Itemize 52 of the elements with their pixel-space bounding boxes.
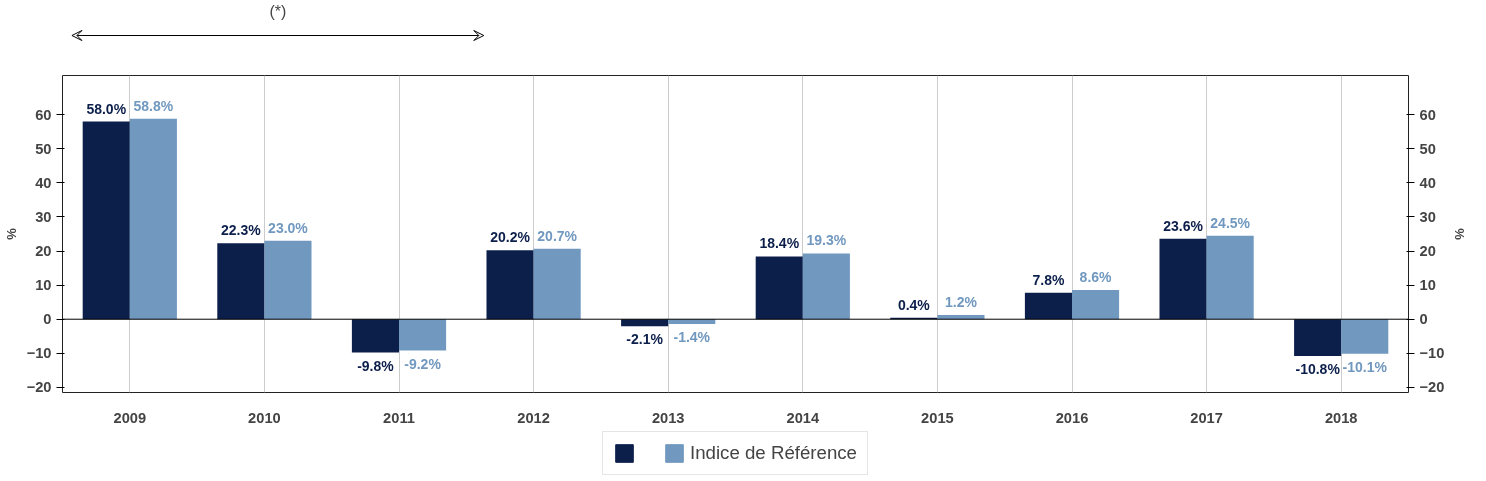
data-label: -10.8% [1295, 361, 1341, 378]
data-label: 24.5% [1210, 214, 1251, 231]
y2-tick-label: −10 [1419, 345, 1445, 362]
y2-tick-label: 40 [1419, 174, 1436, 191]
data-label: 58.8% [133, 97, 174, 114]
data-label: 0.4% [897, 296, 931, 313]
data-label: 7.8% [1032, 271, 1065, 288]
legend-label: Indice de Référence [690, 441, 857, 464]
x-tick-label: 2015 [921, 409, 954, 426]
y2-tick-label: 20 [1419, 243, 1436, 260]
y-tick-label: 50 [35, 140, 52, 157]
y-tick-label: 30 [35, 208, 52, 225]
y-tick-label: 0 [43, 311, 52, 328]
y-tick-label: −20 [26, 379, 52, 396]
data-label: 20.7% [537, 227, 578, 244]
x-tick-label: 2016 [1055, 409, 1089, 426]
y2-tick-label: 10 [1419, 277, 1436, 294]
data-label: 20.2% [490, 229, 531, 246]
y2-tick-label: 60 [1419, 106, 1436, 123]
data-label: -9.8% [357, 357, 395, 374]
y2-axis-title: % [1452, 228, 1468, 241]
y2-tick-label: 0 [1419, 311, 1428, 328]
y2-tick-label: 30 [1419, 208, 1436, 225]
data-label: 58.0% [86, 100, 127, 117]
text: (*) [269, 3, 287, 21]
x-tick-label: 2009 [113, 409, 147, 426]
y-tick-label: 60 [35, 106, 52, 123]
x-tick-label: 2013 [651, 409, 685, 426]
data-label: 23.6% [1163, 217, 1204, 234]
x-tick-label: 2014 [786, 409, 820, 426]
y-tick-label: −10 [26, 345, 52, 362]
data-label: 23.0% [268, 219, 309, 236]
data-label: 1.2% [945, 294, 978, 311]
x-tick-label: 2017 [1190, 409, 1223, 426]
y-tick-label: 20 [35, 243, 52, 260]
data-label: 19.3% [806, 232, 847, 249]
y-axis-title: % [3, 227, 19, 240]
data-label: 18.4% [759, 235, 800, 252]
data-label: 8.6% [1079, 268, 1113, 285]
data-label: -1.4% [673, 328, 711, 345]
x-tick-label: 2010 [248, 409, 281, 426]
data-label: -2.1% [626, 331, 664, 348]
y-tick-label: 10 [35, 277, 52, 294]
data-label: -10.1% [1342, 358, 1388, 375]
data-label: 22.3% [221, 222, 262, 239]
y2-tick-label: −20 [1419, 379, 1445, 396]
y-tick-label: 40 [35, 174, 52, 191]
y2-tick-label: 50 [1419, 140, 1436, 157]
x-tick-label: 2012 [517, 409, 550, 426]
x-tick-label: 2018 [1324, 409, 1358, 426]
data-label: -9.2% [404, 355, 442, 372]
x-tick-label: 2011 [383, 409, 415, 426]
